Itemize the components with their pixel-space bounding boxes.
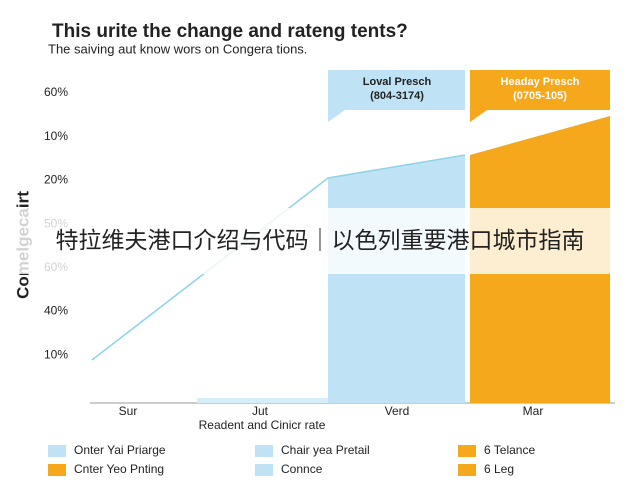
callout-tail [470, 110, 487, 122]
callout-range: (0705-105) [513, 90, 567, 102]
callout-tail [328, 110, 345, 122]
y-tick-label: 20% [44, 173, 68, 187]
callout-title: Loval Presch [363, 76, 432, 88]
legend-swatch [48, 445, 66, 457]
legend-label: Cnter Yeo Pnting [74, 462, 164, 476]
y-tick-label: 10% [44, 129, 68, 143]
legend-label: 6 Telance [484, 443, 535, 457]
legend-swatch [458, 445, 476, 457]
x-tick-label: Verd [385, 404, 410, 418]
legend: Onter Yai Priarge Cnter Yeo Pnting Chair y… [48, 443, 535, 476]
legend-swatch [48, 464, 66, 476]
legend-label: 6 Leg [484, 462, 514, 476]
x-tick-label: Sur [119, 404, 138, 418]
x-tick-label: Mar [523, 404, 544, 418]
banner-text: 特拉维夫港口介绍与代码｜以色列重要港口城市指南 [56, 227, 585, 253]
area [328, 155, 465, 403]
callout-box [328, 70, 465, 110]
legend-swatch [255, 445, 273, 457]
subtitle: The saiving aut know wors on Congera tio… [48, 41, 307, 56]
callout-title: Headay Presch [501, 76, 580, 88]
legend-label: Onter Yai Priarge [74, 443, 166, 457]
legend-label: Chair yea Pretail [281, 443, 370, 457]
legend-label: Connce [281, 462, 323, 476]
x-tick-label: Jut [252, 404, 269, 418]
legend-swatch [255, 464, 273, 476]
bar [197, 398, 328, 403]
banner-bg [0, 208, 640, 274]
y-tick-label: 60% [44, 85, 68, 99]
legend-swatch [458, 464, 476, 476]
callout-range: (804-3174) [370, 90, 424, 102]
title: This urite the change and rateng tents? [52, 21, 408, 42]
callout-box [470, 70, 610, 110]
y-tick-label: 40% [44, 304, 68, 318]
x-axis-label: Readent and Cinicr rate [199, 418, 326, 432]
line [91, 154, 466, 361]
y-tick-label: 10% [44, 347, 68, 361]
